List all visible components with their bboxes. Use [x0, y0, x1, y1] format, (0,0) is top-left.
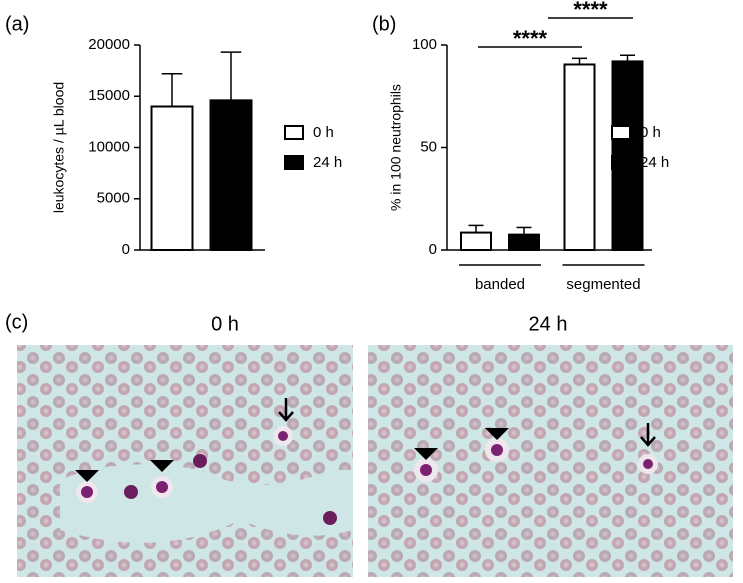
- y-tick-label: 20000: [88, 36, 130, 53]
- bar: [209, 99, 253, 251]
- legend-swatch: [611, 125, 631, 140]
- micrograph: [17, 345, 353, 577]
- bar: [508, 233, 540, 251]
- bar: [563, 63, 596, 251]
- panel-label: (c): [5, 311, 28, 333]
- y-axis-label: % in 100 neutrophils: [388, 84, 404, 211]
- y-tick-label: 15000: [88, 87, 130, 104]
- y-tick-label: 5000: [97, 190, 130, 207]
- x-tick-label: banded: [475, 276, 525, 293]
- panel-label: (b): [372, 13, 396, 35]
- y-tick-label: 100: [412, 36, 437, 53]
- y-tick-label: 50: [420, 138, 437, 155]
- bar: [460, 231, 492, 251]
- image-title: 0 h: [211, 313, 239, 335]
- bar: [150, 105, 194, 251]
- y-tick-label: 0: [122, 241, 130, 258]
- annotation: ****: [573, 0, 608, 22]
- legend-label: 0 h: [313, 124, 334, 141]
- legend-swatch: [284, 125, 304, 140]
- legend-label: 24 h: [313, 154, 342, 171]
- annotation: ****: [513, 26, 548, 51]
- legend-label: 24 h: [640, 154, 669, 171]
- y-tick-label: 0: [429, 241, 437, 258]
- legend-swatch: [611, 155, 631, 170]
- y-tick-label: 10000: [88, 138, 130, 155]
- legend-swatch: [284, 155, 304, 170]
- micrograph: [368, 345, 733, 577]
- x-tick-label: segmented: [566, 276, 640, 293]
- image-title: 24 h: [529, 313, 568, 335]
- y-axis-label: leukocytes / µL blood: [51, 82, 67, 213]
- panel-label: (a): [5, 13, 29, 35]
- legend-label: 0 h: [640, 124, 661, 141]
